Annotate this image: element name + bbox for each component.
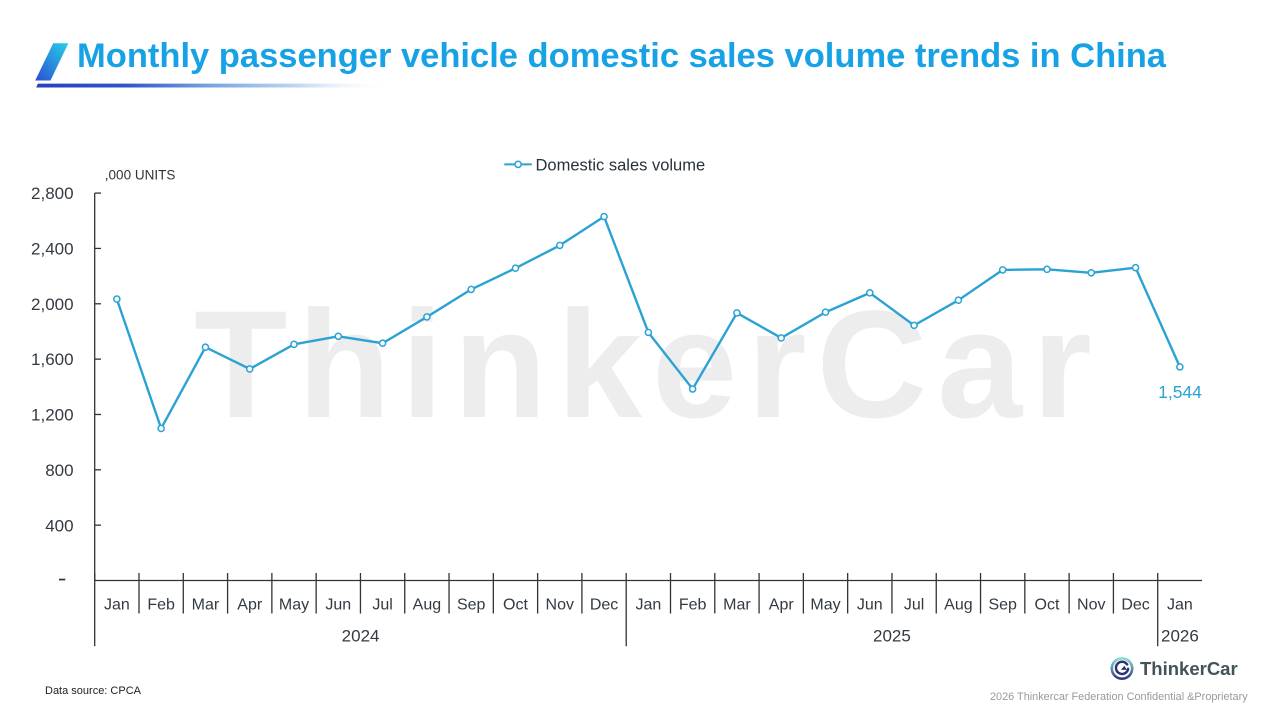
svg-text:Aug: Aug [413,596,441,613]
svg-text:400: 400 [45,516,73,535]
svg-text:2,000: 2,000 [31,295,74,314]
svg-text:2024: 2024 [342,626,380,645]
svg-text:Feb: Feb [679,596,707,613]
svg-text:Nov: Nov [1077,596,1105,613]
svg-text:2,800: 2,800 [31,184,74,203]
svg-text:Mar: Mar [192,596,220,613]
svg-text:2025: 2025 [873,626,911,645]
svg-text:Sep: Sep [988,596,1017,613]
svg-text:Jul: Jul [904,596,924,613]
svg-text:Feb: Feb [147,596,175,613]
svg-text:800: 800 [45,461,73,480]
svg-text:Jul: Jul [372,596,392,613]
svg-text:Jun: Jun [325,596,351,613]
svg-text:2026: 2026 [1161,626,1199,645]
svg-text:Jan: Jan [1167,596,1193,613]
svg-text:Jun: Jun [857,596,883,613]
svg-text:Jan: Jan [635,596,661,613]
svg-text:Apr: Apr [237,596,263,613]
svg-text:,000 UNITS: ,000 UNITS [105,167,176,182]
svg-text:Dec: Dec [590,596,618,613]
svg-text:1,600: 1,600 [31,350,74,369]
svg-text:Oct: Oct [503,596,528,613]
svg-text:Domestic sales volume: Domestic sales volume [536,156,706,174]
svg-text:2,400: 2,400 [31,240,74,259]
svg-text:Nov: Nov [546,596,574,613]
svg-text:May: May [810,596,840,613]
svg-text:Jan: Jan [104,596,130,613]
svg-text:Mar: Mar [723,596,751,613]
svg-text:Sep: Sep [457,596,486,613]
svg-text:May: May [279,596,309,613]
svg-text:Dec: Dec [1121,596,1149,613]
svg-text:Apr: Apr [769,596,795,613]
svg-text:1,544: 1,544 [1158,382,1202,402]
svg-text:Oct: Oct [1035,596,1060,613]
svg-text:1,200: 1,200 [31,406,74,425]
svg-text:Aug: Aug [944,596,972,613]
